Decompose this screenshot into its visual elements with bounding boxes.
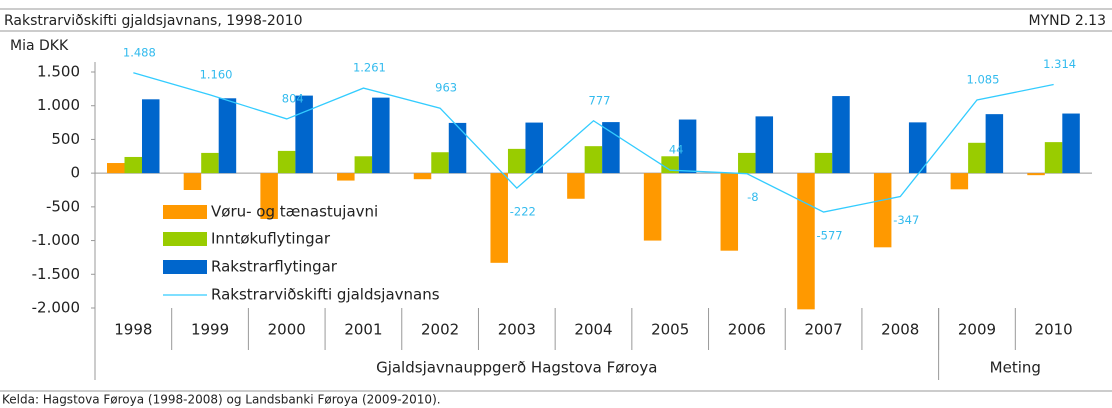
group-label: Gjaldsjavnauppgerð Hagstova Føroya [376, 359, 657, 377]
data-label: -8 [747, 190, 758, 204]
y-axis-label: Mia DKK [10, 38, 69, 54]
line [133, 72, 1054, 213]
data-label: 1.160 [200, 67, 233, 81]
y-tick-label: -1.000 [32, 231, 80, 249]
bar [372, 97, 390, 174]
bar [678, 119, 697, 174]
bar [413, 173, 432, 180]
data-label: 777 [589, 93, 611, 107]
data-label: 1.314 [1043, 57, 1076, 71]
bar [507, 148, 526, 174]
bar [142, 99, 160, 174]
data-label: 963 [435, 81, 457, 95]
x-tick-label: 2006 [728, 321, 766, 339]
bar [908, 122, 927, 174]
x-tick-label: 1998 [114, 321, 152, 339]
bar [738, 152, 756, 174]
bar [448, 122, 467, 174]
bar [985, 114, 1004, 174]
bar [720, 173, 739, 251]
legend-label: Vøru- og tænastujavni [211, 203, 378, 221]
bar [124, 156, 142, 174]
bar [431, 152, 449, 174]
bar [354, 156, 373, 174]
x-tick-label: 2001 [344, 321, 382, 339]
bar [873, 173, 892, 248]
x-tick-label: 2008 [881, 321, 919, 339]
bar [525, 122, 543, 174]
bar [218, 98, 237, 174]
bar [183, 173, 202, 190]
bar [643, 173, 662, 241]
y-tick-label: -500 [46, 197, 80, 215]
data-label: 1.261 [353, 61, 386, 75]
bar [661, 156, 679, 174]
bar [201, 152, 219, 174]
x-tick-label: 2009 [958, 321, 996, 339]
y-tick-label: 1.000 [37, 96, 80, 114]
x-tick-label: 2002 [421, 321, 459, 339]
x-tick-label: 2003 [498, 321, 536, 339]
y-tick-label: -1.500 [32, 265, 80, 283]
data-label: 1.085 [966, 72, 999, 86]
bar [950, 173, 969, 190]
legend-swatch [163, 205, 207, 219]
legend-swatch [163, 260, 207, 274]
bar [814, 152, 833, 174]
data-label: 1.488 [123, 45, 156, 59]
bar [1027, 173, 1045, 176]
y-tick-label: 0 [70, 164, 80, 182]
bar [602, 122, 620, 174]
data-label: 44 [669, 143, 684, 157]
x-tick-label: 2005 [651, 321, 689, 339]
legend-label: Rakstrarflytingar [211, 258, 338, 276]
data-label: -347 [893, 213, 919, 227]
bar [968, 142, 986, 174]
bar [295, 95, 313, 174]
bar [490, 173, 508, 263]
legend-swatch [163, 232, 207, 246]
x-tick-label: 1999 [191, 321, 229, 339]
group-label: Meting [990, 359, 1041, 377]
bar [567, 173, 585, 199]
y-tick-label: 1.500 [37, 63, 80, 81]
x-tick-label: 2004 [574, 321, 612, 339]
bar [1062, 113, 1080, 174]
data-label: -577 [817, 229, 843, 243]
x-tick-label: 2000 [268, 321, 306, 339]
bar [584, 146, 603, 174]
bar [107, 163, 125, 174]
bar [260, 173, 278, 219]
legend-label: Inntøkuflytingar [211, 230, 331, 248]
bar [797, 173, 815, 310]
data-label: -222 [510, 205, 536, 219]
source: Kelda: Hagstova Føroya (1998-2008) og La… [2, 393, 441, 407]
bar [755, 116, 774, 174]
chart-title: Rakstrarviðskifti gjaldsjavnans, 1998-20… [4, 13, 303, 29]
figure-label: MYND 2.13 [1028, 13, 1106, 29]
x-tick-label: 2010 [1035, 321, 1073, 339]
y-tick-label: -2.000 [32, 299, 80, 317]
x-tick-label: 2007 [804, 321, 842, 339]
y-tick-label: 500 [51, 130, 80, 148]
bar [337, 173, 355, 181]
legend-label: Rakstrarviðskifti gjaldsjavnans [211, 286, 440, 304]
bar [1044, 142, 1063, 174]
data-label: 804 [282, 91, 304, 105]
bar [277, 150, 296, 174]
bar [832, 96, 850, 174]
